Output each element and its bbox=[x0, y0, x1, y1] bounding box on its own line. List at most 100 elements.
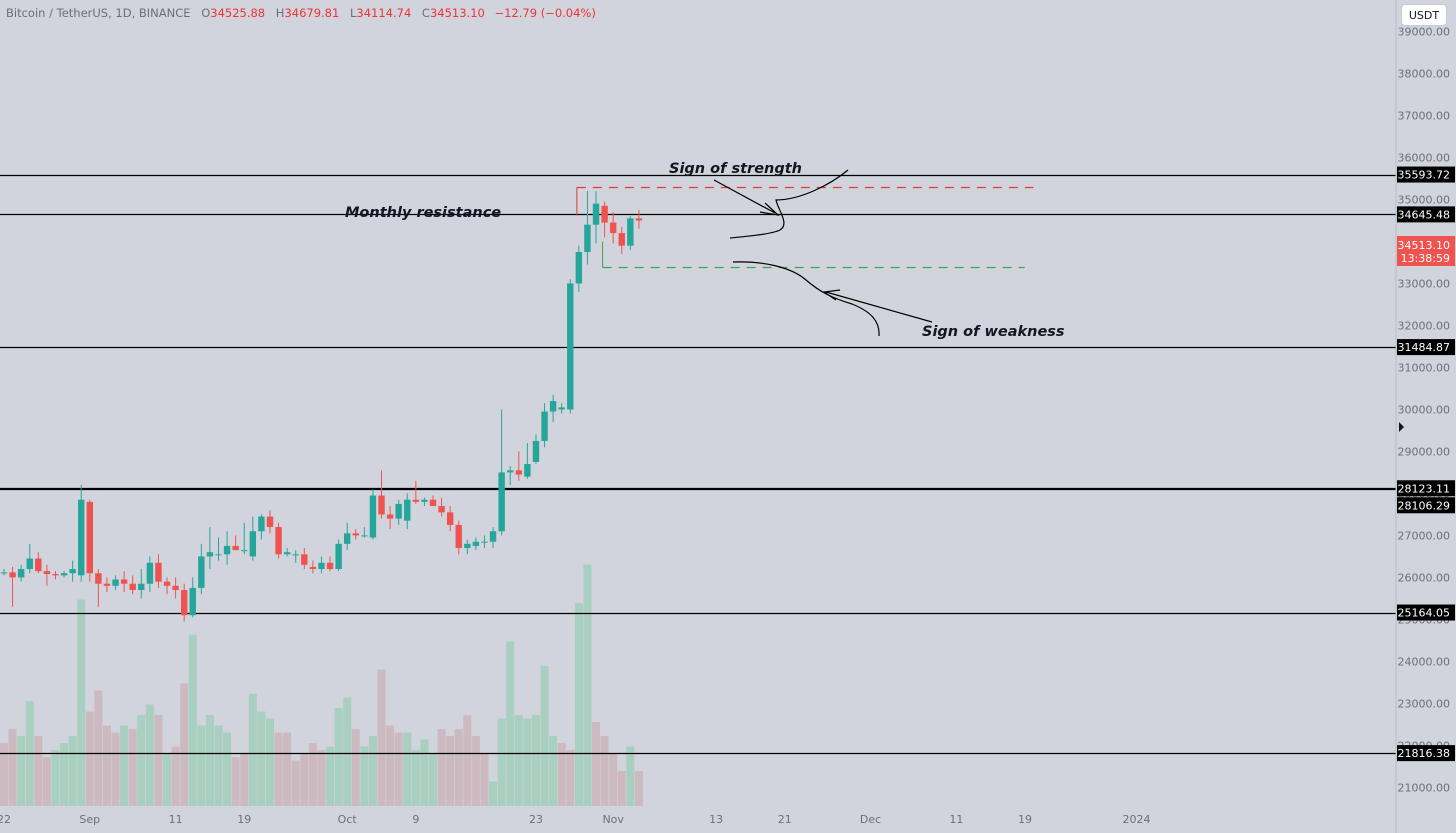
candle-body bbox=[438, 506, 445, 513]
candle-body bbox=[26, 558, 33, 570]
x-tick-label: 11 bbox=[949, 813, 963, 826]
candle-body bbox=[524, 464, 531, 477]
volume-bar bbox=[214, 725, 223, 806]
volume-bar bbox=[411, 750, 420, 806]
candle-body bbox=[344, 533, 351, 544]
volume-bar bbox=[257, 711, 266, 806]
volume-bar bbox=[0, 743, 8, 806]
candle-body bbox=[361, 535, 368, 537]
volume-bar bbox=[583, 564, 592, 806]
annotation-sign-of-weakness[interactable]: Sign of weakness bbox=[922, 324, 1065, 340]
volume-bar bbox=[111, 732, 120, 806]
level-price-tag bbox=[1397, 497, 1455, 514]
candle-body bbox=[309, 566, 317, 570]
volume-bar bbox=[308, 743, 317, 806]
volume-bar bbox=[77, 599, 86, 806]
volume-bar bbox=[634, 771, 643, 806]
candle-body bbox=[180, 590, 188, 616]
drawings-layer bbox=[713, 169, 933, 337]
candle-body bbox=[618, 233, 625, 246]
annotation-monthly-resistance[interactable]: Monthly resistance bbox=[345, 205, 502, 221]
annotation-sign-of-strength[interactable]: Sign of strength bbox=[669, 161, 802, 177]
volume-bar bbox=[8, 729, 17, 806]
candle-body bbox=[601, 205, 608, 223]
y-tick-label: 36000.00 bbox=[1398, 151, 1451, 164]
candle-body bbox=[489, 531, 497, 542]
candle-body bbox=[584, 224, 591, 252]
candle-body bbox=[95, 573, 102, 584]
volume-bar bbox=[471, 736, 480, 806]
currency-button[interactable]: USDT bbox=[1401, 4, 1447, 26]
candle-body bbox=[112, 579, 119, 586]
candle-body bbox=[198, 556, 205, 588]
volume-bar bbox=[171, 746, 180, 806]
volume-bar bbox=[403, 732, 412, 806]
volume-bar bbox=[34, 736, 43, 806]
volume-bar bbox=[17, 736, 26, 806]
volume-bar bbox=[600, 736, 609, 806]
x-tick-label: Sep bbox=[79, 813, 100, 826]
candle-body bbox=[69, 569, 76, 574]
candle-body bbox=[189, 587, 196, 616]
countdown-label: 13:38:59 bbox=[1401, 252, 1450, 265]
open-label: O bbox=[201, 6, 211, 20]
level-price-tag bbox=[1397, 745, 1455, 762]
volume-bar bbox=[446, 736, 455, 806]
volume-bar bbox=[223, 732, 232, 806]
volume-bar bbox=[42, 757, 51, 806]
candle-body bbox=[163, 581, 171, 586]
candle-body bbox=[515, 470, 522, 475]
volume-bar bbox=[617, 771, 626, 806]
strength-curve bbox=[729, 169, 849, 239]
weakness-arrow-line bbox=[825, 291, 933, 323]
current-price-label: 34513.10 bbox=[1398, 239, 1451, 252]
candle-body bbox=[241, 550, 248, 552]
y-tick-label: 21000.00 bbox=[1398, 781, 1451, 794]
candle-body bbox=[78, 499, 85, 576]
volume-bar bbox=[489, 781, 498, 806]
candle-body bbox=[541, 411, 548, 441]
volume-bar bbox=[274, 732, 283, 806]
volume-bar bbox=[51, 750, 60, 806]
candle-body bbox=[532, 440, 540, 462]
symbol-name[interactable]: Bitcoin / TetherUS, 1D, BINANCE bbox=[6, 6, 191, 20]
candle-body bbox=[17, 569, 25, 578]
x-tick-label: Dec bbox=[860, 813, 881, 826]
volume-bar bbox=[231, 757, 240, 806]
high-value: 34679.81 bbox=[284, 6, 340, 20]
level-price-tag-label: 35593.72 bbox=[1398, 169, 1451, 182]
volume-bar bbox=[188, 634, 197, 806]
volume-bar bbox=[300, 753, 309, 806]
x-tick-label: 11 bbox=[169, 813, 183, 826]
volume-bar bbox=[102, 725, 111, 806]
volume-bar bbox=[480, 753, 489, 806]
candle-body bbox=[472, 541, 480, 546]
candle-body bbox=[481, 541, 488, 543]
x-axis-bg bbox=[0, 806, 1396, 833]
candle-body bbox=[378, 495, 385, 515]
volume-bar bbox=[68, 736, 77, 806]
volume-bar bbox=[265, 718, 274, 806]
horizontal-levels-layer bbox=[0, 174, 1396, 755]
strength-arrow-head bbox=[759, 202, 780, 216]
volume-bar bbox=[180, 683, 189, 806]
volume-bar bbox=[497, 718, 506, 806]
candle-body bbox=[498, 472, 505, 532]
volume-bar bbox=[394, 732, 403, 806]
volume-bar bbox=[248, 694, 257, 806]
close-label: C bbox=[421, 6, 430, 20]
level-price-tag-label: 25164.05 bbox=[1398, 607, 1451, 620]
candle-body bbox=[9, 572, 16, 578]
candle-body bbox=[446, 512, 454, 525]
volume-bar bbox=[549, 736, 558, 806]
volume-bar bbox=[240, 753, 249, 806]
candle-body bbox=[275, 527, 282, 555]
price-labels-layer: 35593.72 34645.48 31484.87 28123.11 28106.29… bbox=[1397, 166, 1455, 762]
candle-body bbox=[464, 543, 471, 549]
candle-body bbox=[120, 579, 128, 584]
strength-arrow-line bbox=[713, 179, 776, 214]
volume-bar bbox=[437, 729, 446, 806]
candle-body bbox=[266, 516, 274, 528]
y-tick-label: 35000.00 bbox=[1398, 193, 1451, 206]
